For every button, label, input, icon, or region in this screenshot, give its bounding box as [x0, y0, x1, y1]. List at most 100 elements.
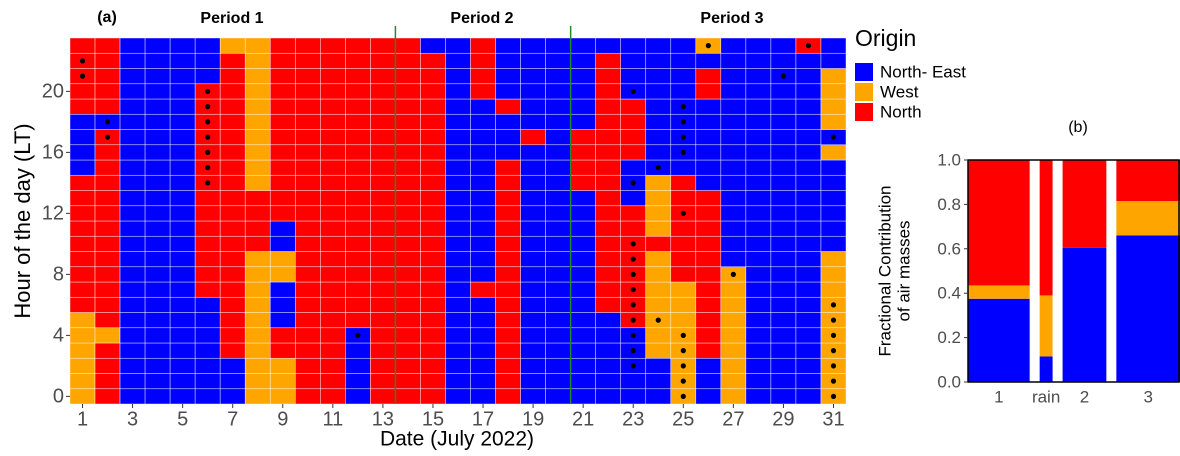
- legend-title: Origin: [855, 25, 916, 51]
- heat-cell: [420, 205, 446, 222]
- x-tick-label: 11: [322, 408, 343, 430]
- heat-cell: [244, 342, 271, 359]
- heat-cell: [770, 129, 797, 146]
- heat-cell: [645, 342, 672, 359]
- heat-cell: [244, 144, 271, 161]
- heat-cell: [745, 159, 772, 176]
- heat-cell: [119, 220, 146, 237]
- heat-cell: [320, 296, 346, 313]
- dot: [630, 180, 636, 186]
- heat-cell: [570, 357, 596, 374]
- heat-cell: [294, 144, 321, 161]
- heat-cell: [69, 296, 96, 313]
- heat-cell: [169, 98, 196, 115]
- heat-cell: [720, 327, 747, 344]
- bar-segment: [1062, 160, 1107, 248]
- heat-cell: [294, 68, 321, 85]
- y-tick-label: 8: [53, 264, 64, 286]
- heat-cell: [69, 266, 96, 283]
- heat-cell: [520, 190, 546, 207]
- dot: [705, 43, 711, 49]
- heat-cell: [820, 37, 847, 54]
- dot: [830, 393, 837, 399]
- heat-cell: [570, 129, 596, 146]
- heat-cell: [470, 83, 496, 100]
- heat-cell: [169, 83, 196, 100]
- heat-cell: [169, 281, 196, 298]
- x-tick-label: 29: [772, 408, 794, 430]
- heat-cell: [820, 113, 847, 130]
- heat-cell: [770, 205, 797, 222]
- heat-cell: [244, 388, 271, 405]
- heat-cell: [169, 129, 196, 146]
- heat-cell: [244, 281, 271, 298]
- heat-cell: [420, 98, 446, 115]
- heat-cell: [570, 159, 596, 176]
- heat-cell: [219, 205, 246, 222]
- heat-cell: [244, 68, 271, 85]
- heat-cell: [570, 388, 596, 405]
- heat-cell: [445, 296, 471, 313]
- heat-cell: [345, 52, 371, 69]
- heat-cell: [194, 205, 221, 222]
- heat-cell: [470, 159, 496, 176]
- heat-cell: [194, 266, 221, 283]
- bar-segment: [1039, 160, 1053, 296]
- heat-cell: [370, 312, 396, 329]
- heat-cell: [595, 159, 622, 176]
- heat-cell: [320, 113, 346, 130]
- heat-cell: [69, 312, 96, 329]
- heat-cell: [670, 83, 697, 100]
- heat-cell: [119, 190, 146, 207]
- x-tick-label: 13: [372, 408, 394, 430]
- heat-cell: [370, 190, 396, 207]
- heat-cell: [219, 373, 246, 390]
- y-tick-label: 1.0: [937, 150, 961, 169]
- heat-cell: [470, 144, 496, 161]
- heat-cell: [395, 144, 421, 161]
- heat-cell: [269, 190, 296, 207]
- dot: [630, 271, 636, 277]
- heat-cell: [795, 98, 822, 115]
- x-tick-label: 17: [472, 408, 494, 430]
- heat-cell: [144, 388, 171, 405]
- heat-cell: [620, 388, 647, 405]
- heat-cell: [470, 373, 496, 390]
- heat-cell: [495, 37, 521, 54]
- heat-cell: [370, 159, 396, 176]
- heat-cell: [320, 52, 346, 69]
- dot: [630, 256, 636, 262]
- heat-cell: [395, 266, 421, 283]
- heat-cell: [620, 68, 647, 85]
- heat-cell: [795, 83, 822, 100]
- heat-cell: [94, 357, 121, 374]
- heat-cell: [345, 68, 371, 85]
- heat-cell: [219, 357, 246, 374]
- bar-segment: [968, 298, 1030, 382]
- heat-cell: [470, 174, 496, 191]
- heat-cell: [94, 174, 121, 191]
- heat-cell: [144, 205, 171, 222]
- heat-cell: [745, 251, 772, 268]
- legend-label: West: [880, 82, 919, 101]
- heat-cell: [720, 281, 747, 298]
- heat-cell: [119, 37, 146, 54]
- heat-cell: [395, 388, 421, 405]
- heat-cell: [395, 312, 421, 329]
- heat-cell: [595, 235, 622, 252]
- heat-cell: [94, 83, 121, 100]
- heat-cell: [720, 83, 747, 100]
- y-tick-label: 0.6: [937, 239, 961, 258]
- heat-cell: [119, 98, 146, 115]
- heat-cell: [745, 220, 772, 237]
- heat-cell: [345, 98, 371, 115]
- heat-cell: [670, 52, 697, 69]
- heat-cell: [119, 312, 146, 329]
- heat-cell: [269, 235, 296, 252]
- heat-cell: [520, 98, 546, 115]
- heat-cell: [370, 373, 396, 390]
- heat-cell: [144, 113, 171, 130]
- dot: [680, 119, 686, 125]
- heat-cell: [395, 37, 421, 54]
- heat-cell: [520, 83, 546, 100]
